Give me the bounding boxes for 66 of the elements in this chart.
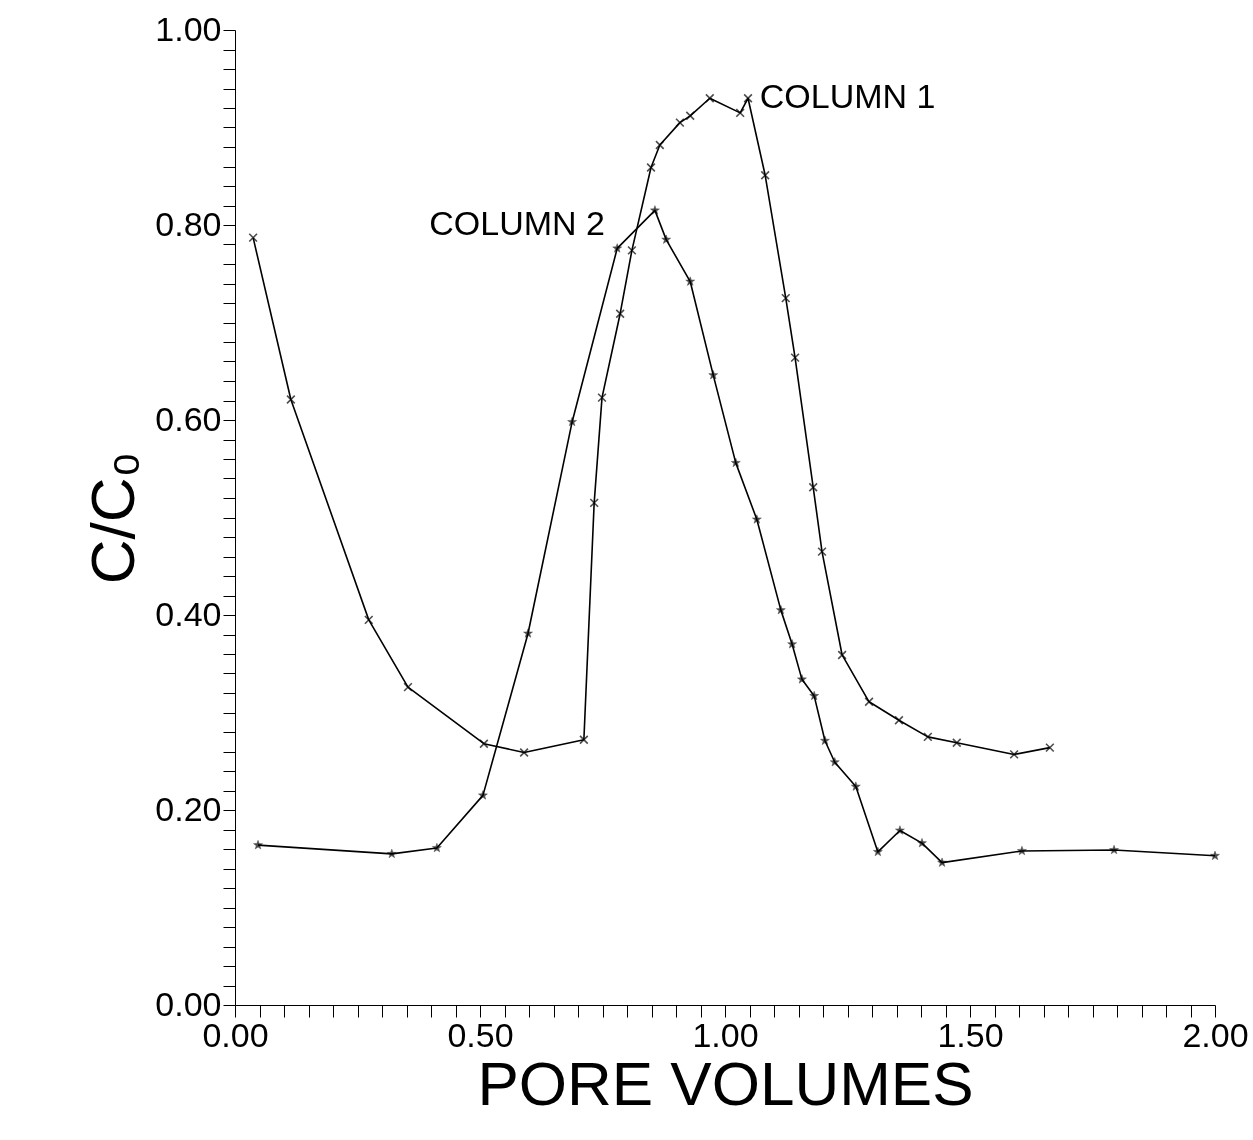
point: [650, 205, 660, 215]
y-tick-label: 0.40: [155, 594, 222, 633]
series-label: COLUMN 1: [759, 77, 936, 116]
y-tick-label: 0.80: [155, 204, 222, 243]
point: [1017, 845, 1027, 856]
point: [917, 838, 927, 848]
point: [519, 747, 529, 758]
point: [1045, 742, 1055, 753]
point: [579, 735, 589, 745]
point: [790, 352, 800, 363]
point: [478, 790, 488, 800]
y-tick-label: 1.00: [155, 9, 222, 48]
point: [735, 108, 745, 118]
point: [743, 93, 753, 103]
point: [787, 639, 797, 649]
point: [760, 170, 770, 180]
point: [781, 293, 791, 303]
point: [894, 715, 904, 725]
point: [675, 117, 685, 128]
point: [797, 674, 807, 684]
point: [597, 392, 607, 403]
point: [837, 650, 847, 660]
point: [612, 243, 622, 253]
point: [1109, 844, 1119, 855]
point: [1009, 749, 1019, 760]
point: [895, 825, 905, 835]
point: [1210, 850, 1220, 860]
point: [685, 111, 695, 121]
point: [923, 732, 933, 742]
point: [708, 370, 718, 380]
point: [808, 482, 818, 492]
series-label: COLUMN 2: [429, 204, 605, 243]
point: [364, 615, 374, 625]
point: [776, 605, 786, 615]
point: [627, 245, 637, 256]
point: [705, 93, 715, 103]
point: [615, 309, 625, 319]
point: [387, 848, 397, 858]
point: [809, 690, 819, 701]
point: [685, 276, 695, 286]
point: [952, 738, 962, 748]
point: [864, 697, 874, 707]
point: [661, 234, 671, 244]
point: [589, 498, 599, 508]
point: [873, 846, 883, 857]
point: [937, 857, 947, 867]
point: [817, 546, 827, 557]
point: [851, 781, 861, 791]
point: [820, 735, 830, 745]
y-tick-label: 0.20: [155, 789, 222, 828]
point: [523, 628, 533, 638]
point: [752, 514, 762, 524]
point: [286, 394, 296, 405]
x-tick-label: 2.00: [1182, 1015, 1249, 1054]
y-axis-title: C/C₀: [78, 451, 148, 585]
y-tick-label: 0.60: [155, 399, 222, 438]
point: [248, 233, 258, 243]
point: [830, 757, 840, 767]
point: [567, 416, 577, 427]
point: [479, 739, 489, 749]
point: [403, 682, 413, 692]
point: [655, 140, 665, 150]
point: [646, 162, 656, 173]
point: [253, 840, 263, 850]
point: [432, 843, 442, 853]
point: [731, 457, 741, 467]
